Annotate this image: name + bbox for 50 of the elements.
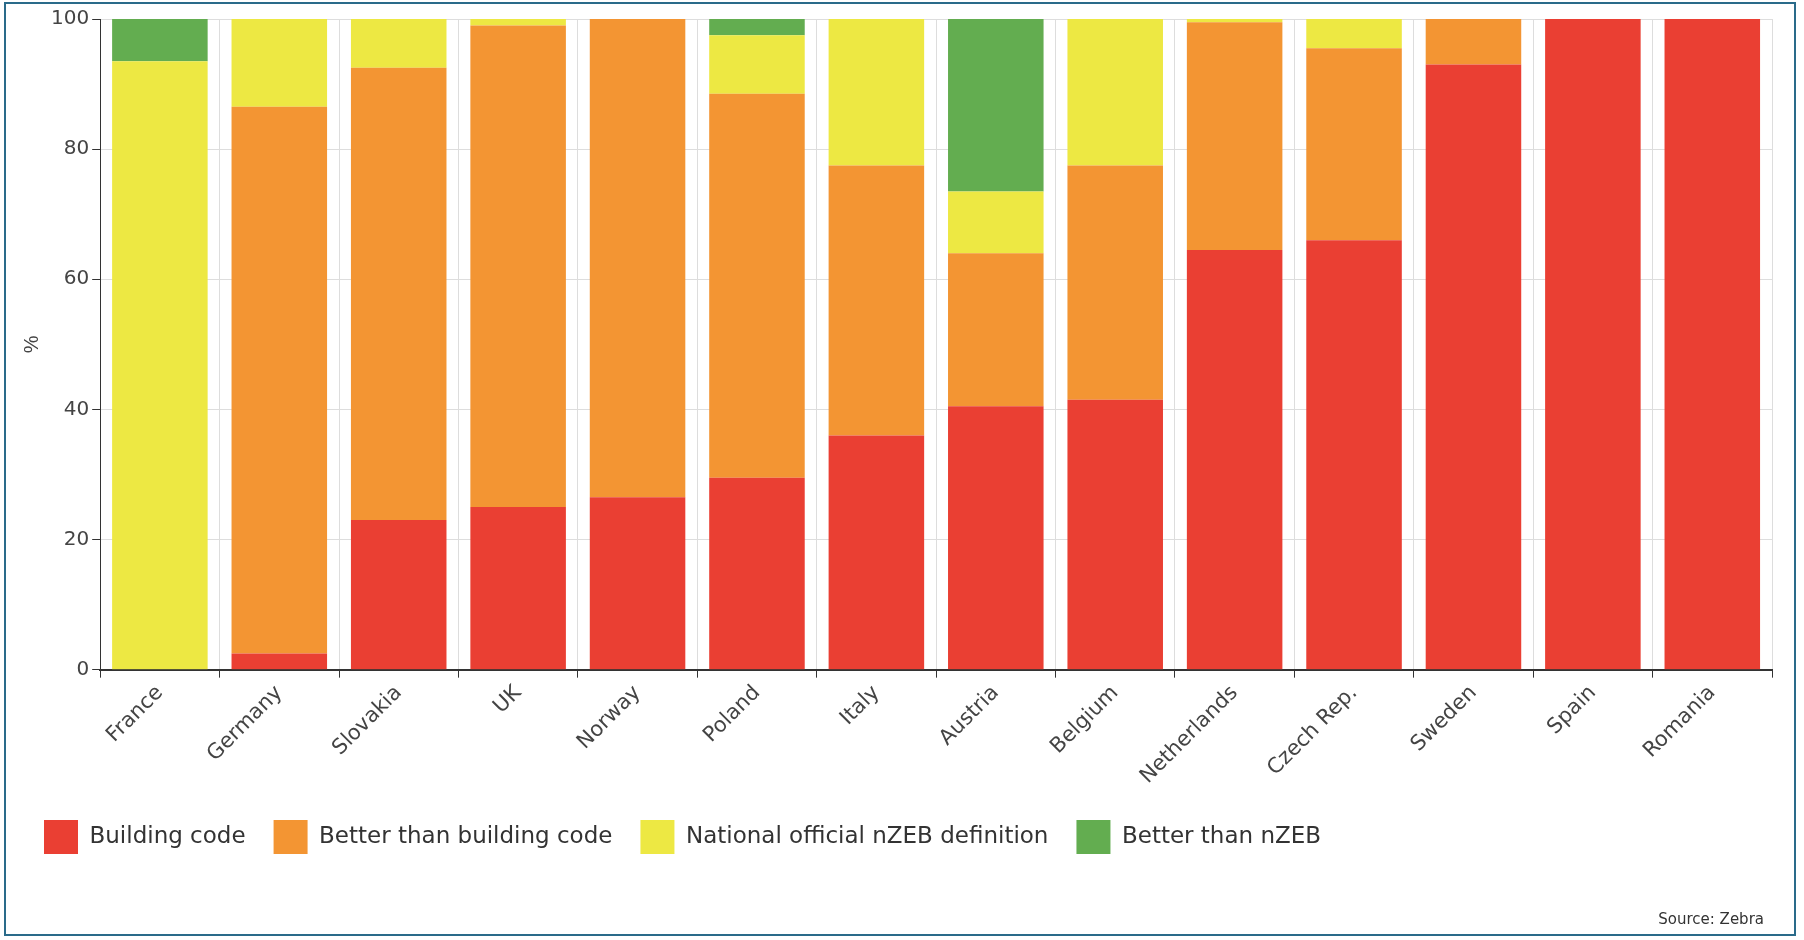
bar bbox=[1186, 22, 1283, 250]
bar bbox=[1306, 240, 1402, 670]
bar bbox=[948, 406, 1044, 670]
legend-label: Building code bbox=[89, 821, 246, 848]
bar bbox=[709, 35, 805, 94]
y-tick-label: 20 bbox=[63, 525, 90, 550]
bar bbox=[828, 19, 925, 166]
bar bbox=[1425, 64, 1522, 670]
bar bbox=[470, 25, 566, 507]
bar bbox=[350, 67, 447, 521]
bar bbox=[1067, 399, 1163, 670]
x-tick-label: UK bbox=[487, 679, 527, 718]
bar bbox=[828, 435, 925, 670]
bar bbox=[709, 19, 805, 36]
bar bbox=[112, 19, 208, 62]
y-tick-label: 0 bbox=[76, 655, 90, 680]
bar bbox=[350, 19, 447, 68]
y-tick-label: 80 bbox=[63, 135, 90, 160]
bar bbox=[948, 253, 1044, 407]
y-axis-title: % bbox=[19, 335, 42, 354]
bar bbox=[1306, 48, 1402, 241]
y-tick-label: 60 bbox=[63, 265, 90, 290]
bar bbox=[1186, 19, 1283, 23]
bar bbox=[948, 191, 1044, 254]
y-tick-label: 40 bbox=[63, 395, 90, 420]
bar bbox=[589, 19, 686, 498]
source-note: Source: Zebra bbox=[1658, 910, 1764, 928]
bar bbox=[1067, 165, 1163, 400]
bar bbox=[1067, 19, 1163, 166]
bar bbox=[709, 477, 805, 670]
legend-label: Better than building code bbox=[319, 821, 613, 848]
bar bbox=[948, 19, 1044, 192]
y-tick-label: 100 bbox=[50, 5, 90, 30]
bar bbox=[470, 19, 566, 26]
bar bbox=[1664, 19, 1761, 670]
bar bbox=[231, 106, 328, 654]
bar bbox=[231, 19, 328, 107]
legend-label: Better than nZEB bbox=[1121, 821, 1322, 848]
bar bbox=[828, 165, 925, 436]
bar bbox=[1186, 249, 1283, 670]
bar bbox=[470, 507, 566, 670]
bar bbox=[589, 497, 686, 670]
bar bbox=[350, 520, 447, 670]
bar bbox=[1306, 19, 1402, 49]
bar bbox=[112, 61, 208, 670]
bar bbox=[1425, 19, 1522, 65]
bar bbox=[231, 653, 328, 670]
legend-label: National official nZEB definition bbox=[685, 821, 1049, 848]
bar bbox=[709, 93, 805, 478]
bar bbox=[1545, 19, 1641, 670]
